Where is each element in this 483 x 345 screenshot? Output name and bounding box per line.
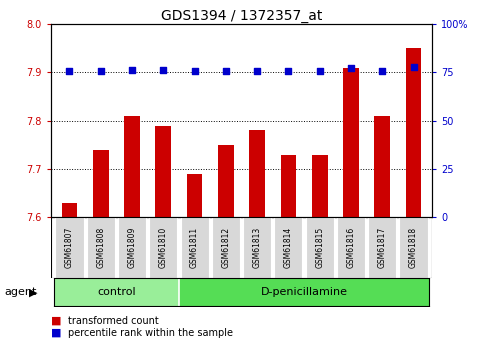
Point — [347, 65, 355, 70]
Text: ▶: ▶ — [28, 287, 37, 297]
Bar — [156, 126, 171, 217]
Point — [191, 69, 199, 74]
Point — [128, 67, 136, 72]
Bar — [54, 278, 178, 306]
Text: ■: ■ — [51, 316, 61, 326]
Bar — [62, 203, 77, 217]
Text: GSM61813: GSM61813 — [253, 227, 262, 268]
Bar — [118, 217, 146, 278]
Bar — [281, 155, 296, 217]
Text: GSM61807: GSM61807 — [65, 227, 74, 268]
Text: GSM61816: GSM61816 — [346, 227, 355, 268]
Text: control: control — [97, 287, 136, 297]
Point — [159, 67, 167, 72]
Bar — [274, 217, 302, 278]
Point — [378, 68, 386, 73]
Text: GSM61818: GSM61818 — [409, 227, 418, 268]
Text: GSM61817: GSM61817 — [378, 227, 387, 268]
Text: GSM61811: GSM61811 — [190, 227, 199, 268]
Bar — [86, 217, 115, 278]
Text: GSM61815: GSM61815 — [315, 227, 324, 268]
Bar — [56, 217, 84, 278]
Bar — [149, 217, 177, 278]
Bar — [124, 116, 140, 217]
Bar — [399, 217, 427, 278]
Bar — [212, 217, 240, 278]
Point — [66, 69, 73, 74]
Bar — [243, 217, 271, 278]
Text: GSM61812: GSM61812 — [221, 227, 230, 268]
Point — [97, 68, 105, 73]
Text: GSM61808: GSM61808 — [96, 227, 105, 268]
Point — [284, 68, 292, 73]
Text: GSM61809: GSM61809 — [128, 227, 137, 268]
Bar — [312, 155, 327, 217]
Bar — [374, 116, 390, 217]
Text: D-penicillamine: D-penicillamine — [260, 287, 348, 297]
Point — [222, 68, 230, 73]
Bar — [187, 174, 202, 217]
Bar — [337, 217, 365, 278]
Bar — [249, 130, 265, 217]
Bar — [218, 145, 234, 217]
Point — [410, 64, 417, 69]
Bar — [406, 48, 421, 217]
Point — [253, 68, 261, 73]
Text: percentile rank within the sample: percentile rank within the sample — [68, 328, 233, 338]
Bar — [179, 278, 429, 306]
Bar — [306, 217, 334, 278]
Point — [316, 69, 324, 74]
Text: ■: ■ — [51, 328, 61, 338]
Text: transformed count: transformed count — [68, 316, 158, 326]
Bar — [343, 68, 359, 217]
Title: GDS1394 / 1372357_at: GDS1394 / 1372357_at — [161, 9, 322, 23]
Text: GSM61810: GSM61810 — [159, 227, 168, 268]
Text: agent: agent — [5, 287, 37, 297]
Bar — [181, 217, 209, 278]
Bar — [93, 150, 109, 217]
Text: GSM61814: GSM61814 — [284, 227, 293, 268]
Bar — [368, 217, 397, 278]
